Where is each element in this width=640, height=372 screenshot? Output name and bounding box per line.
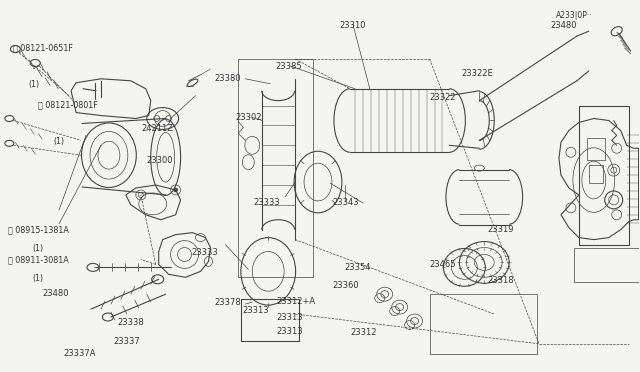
Text: 23338: 23338 [117,318,144,327]
Text: 23300: 23300 [147,155,173,165]
Text: (1): (1) [32,274,43,283]
Circle shape [173,188,178,192]
Bar [429,294,537,354]
Text: 23322: 23322 [429,93,456,102]
Text: 23312: 23312 [351,328,377,337]
Text: Ⓑ 08121-0651F: Ⓑ 08121-0651F [13,43,73,52]
Text: (1): (1) [28,80,39,89]
Text: 23343: 23343 [333,198,360,207]
Text: 23318: 23318 [487,276,513,285]
Bar [579,106,628,244]
Text: 23480: 23480 [43,289,69,298]
Bar [587,138,605,160]
Bar [241,299,299,341]
Text: 23337: 23337 [113,337,140,346]
Bar [238,59,313,277]
Text: 23302: 23302 [236,113,262,122]
Text: 23313: 23313 [243,306,269,315]
Text: 23322E: 23322E [461,69,493,78]
Text: A233|0P··: A233|0P·· [556,11,593,20]
Text: 23480: 23480 [550,21,577,30]
Text: Ⓑ 08121-0801F: Ⓑ 08121-0801F [38,100,98,109]
Text: 23313: 23313 [276,327,303,336]
Text: 23380: 23380 [215,74,241,83]
Text: 23319: 23319 [487,225,513,234]
Text: 23337A: 23337A [64,350,97,359]
Text: 23360: 23360 [333,281,360,290]
Text: 23354: 23354 [344,263,371,272]
Text: 23378: 23378 [215,298,242,307]
Text: (1): (1) [54,137,65,146]
Text: 23333: 23333 [253,198,280,207]
Text: (1): (1) [32,244,43,253]
Text: 23465: 23465 [429,260,456,269]
Text: Ⓜ 08915-1381A: Ⓜ 08915-1381A [8,225,68,234]
Text: 23385: 23385 [275,61,302,71]
Bar [589,165,603,183]
Text: 23333: 23333 [191,248,218,257]
Text: 23313: 23313 [276,312,303,321]
Text: 23312+A: 23312+A [276,297,316,306]
Text: Ⓝ 08911-3081A: Ⓝ 08911-3081A [8,255,68,264]
Text: 23310: 23310 [339,21,365,30]
Text: 24211Z: 24211Z [141,124,173,133]
Bar [574,247,639,282]
